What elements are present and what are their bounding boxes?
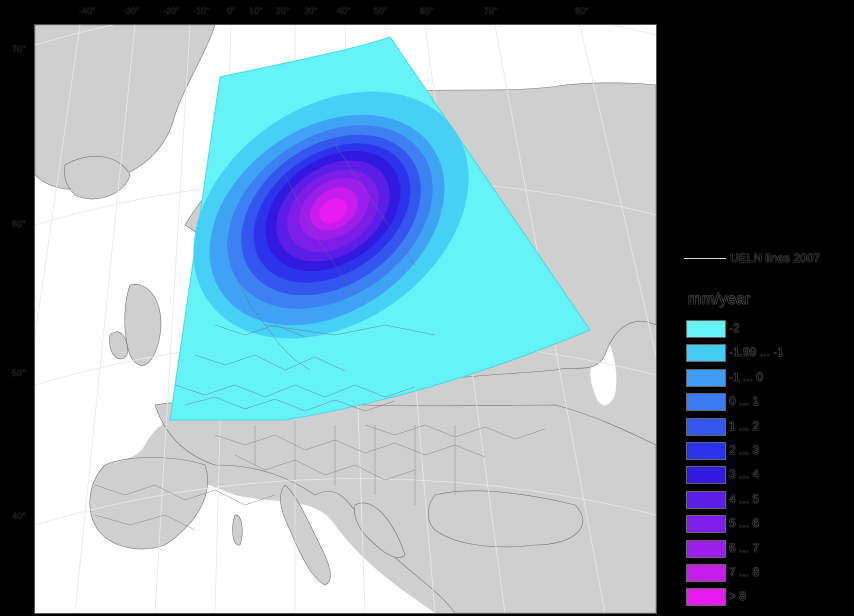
legend-class-label: 0 ... 1 [729, 394, 760, 409]
legend-swatch [686, 490, 726, 509]
legend-class-row: 7 ... 8 [686, 564, 846, 586]
lon-label: -20° [163, 6, 180, 16]
lat-label: 50° [12, 368, 26, 378]
map-canvas [35, 25, 656, 613]
lon-label: 10° [249, 6, 263, 16]
legend-swatch [686, 368, 726, 387]
ueln-lines [174, 144, 436, 412]
legend-swatch [686, 588, 726, 607]
legend-class-row: 6 ... 7 [686, 539, 846, 562]
lon-label: 50° [374, 6, 388, 16]
line-swatch [684, 258, 726, 260]
legend-class-row: -1.99 ... -1 [686, 344, 846, 366]
legend-class-label: 6 ... 7 [729, 540, 760, 555]
ueln-line-label: UELN lines 2007 [730, 251, 821, 265]
lon-label: 60° [420, 6, 434, 16]
legend-class-row: 3 ... 4 [686, 466, 846, 488]
admin-borders [94, 420, 546, 531]
legend-class-label: 4 ... 5 [729, 491, 760, 506]
lon-label: 70° [484, 6, 498, 16]
lon-label: 40° [337, 6, 351, 16]
uplift-model [169, 36, 591, 421]
lat-label: 70° [12, 44, 26, 54]
legend-swatch [686, 320, 726, 338]
legend-class-row: 1 ... 2 [686, 417, 846, 440]
legend-class-label: -1.99 ... -1 [729, 345, 784, 360]
legend-class-label: 3 ... 4 [729, 467, 760, 482]
uplift-zone-max [319, 198, 347, 224]
lon-label: -10° [193, 6, 210, 16]
lon-label: -30° [123, 6, 140, 16]
legend-swatch [686, 393, 726, 412]
legend-class-row: 5 ... 6 [686, 515, 846, 537]
legend-swatch [686, 515, 726, 534]
legend-class-label: 1 ... 2 [729, 418, 760, 433]
legend-class-row: -2 [686, 320, 846, 342]
legend-class-row: 4 ... 5 [686, 490, 846, 513]
legend-class-label: -1 ... 0 [729, 369, 764, 384]
legend-class-label: -2 [729, 321, 740, 335]
lon-label: 20° [276, 6, 290, 16]
legend-class-row: > 8 [686, 588, 846, 610]
legend-class-label: 7 ... 8 [729, 565, 760, 579]
legend-unit-title: mm/year [688, 291, 751, 308]
lat-label: 60° [12, 219, 26, 229]
legend-class-label: > 8 [729, 589, 747, 604]
legend-swatch [686, 466, 726, 485]
legend-swatch [686, 344, 726, 363]
legend-class-label: 2 ... 3 [729, 443, 760, 457]
lat-label: 40° [12, 511, 26, 521]
lon-label: 80° [575, 6, 589, 16]
lon-label: -40° [79, 6, 96, 16]
legend-swatch [686, 442, 726, 460]
legend-class-label: 5 ... 6 [729, 516, 760, 531]
legend-swatch [686, 417, 726, 436]
legend-class-row: 2 ... 3 [686, 442, 846, 464]
legend-swatch [686, 539, 726, 558]
legend-class-row: 0 ... 1 [686, 393, 846, 415]
lon-label: 30° [304, 6, 318, 16]
ueln-line-legend: UELN lines 2007 [684, 251, 820, 265]
map-frame[interactable] [34, 24, 657, 614]
legend-swatch [686, 564, 726, 582]
legend-class-row: -1 ... 0 [686, 368, 846, 391]
lon-label: 0° [227, 6, 236, 16]
